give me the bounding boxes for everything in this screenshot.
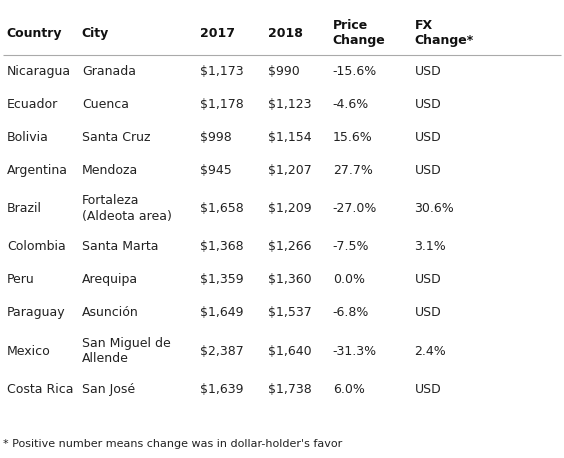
- Text: Argentina: Argentina: [7, 164, 68, 177]
- Text: USD: USD: [415, 131, 441, 144]
- Text: FX
Change*: FX Change*: [415, 19, 474, 48]
- Text: 2.4%: 2.4%: [415, 344, 446, 358]
- Text: Country: Country: [7, 27, 62, 40]
- Text: Peru: Peru: [7, 273, 34, 286]
- Text: City: City: [82, 27, 109, 40]
- Text: Brazil: Brazil: [7, 202, 42, 215]
- Text: 15.6%: 15.6%: [333, 131, 372, 144]
- Text: Price
Change: Price Change: [333, 19, 386, 48]
- Text: San José: San José: [82, 383, 135, 396]
- Text: $1,360: $1,360: [268, 273, 311, 286]
- Text: Costa Rica: Costa Rica: [7, 383, 73, 396]
- Text: USD: USD: [415, 383, 441, 396]
- Text: $1,537: $1,537: [268, 306, 312, 319]
- Text: $945: $945: [200, 164, 232, 177]
- Text: Santa Marta: Santa Marta: [82, 240, 158, 253]
- Text: Granada: Granada: [82, 65, 136, 78]
- Text: 3.1%: 3.1%: [415, 240, 446, 253]
- Text: -4.6%: -4.6%: [333, 98, 369, 111]
- Text: Santa Cruz: Santa Cruz: [82, 131, 150, 144]
- Text: $1,658: $1,658: [200, 202, 244, 215]
- Text: -7.5%: -7.5%: [333, 240, 369, 253]
- Text: $2,387: $2,387: [200, 344, 244, 358]
- Text: 2018: 2018: [268, 27, 303, 40]
- Text: $1,209: $1,209: [268, 202, 311, 215]
- Text: USD: USD: [415, 164, 441, 177]
- Text: Colombia: Colombia: [7, 240, 65, 253]
- Text: $1,738: $1,738: [268, 383, 312, 396]
- Text: $1,368: $1,368: [200, 240, 244, 253]
- Text: $1,266: $1,266: [268, 240, 311, 253]
- Text: $1,207: $1,207: [268, 164, 312, 177]
- Text: $1,178: $1,178: [200, 98, 244, 111]
- Text: $1,359: $1,359: [200, 273, 244, 286]
- Text: USD: USD: [415, 98, 441, 111]
- Text: Paraguay: Paraguay: [7, 306, 65, 319]
- Text: 0.0%: 0.0%: [333, 273, 365, 286]
- Text: 6.0%: 6.0%: [333, 383, 365, 396]
- Text: USD: USD: [415, 65, 441, 78]
- Text: * Positive number means change was in dollar-holder's favor: * Positive number means change was in do…: [3, 439, 342, 449]
- Text: Arequipa: Arequipa: [82, 273, 138, 286]
- Text: USD: USD: [415, 306, 441, 319]
- Text: Fortaleza
(Aldeota area): Fortaleza (Aldeota area): [82, 194, 171, 223]
- Text: Cuenca: Cuenca: [82, 98, 129, 111]
- Text: 27.7%: 27.7%: [333, 164, 373, 177]
- Text: $1,154: $1,154: [268, 131, 311, 144]
- Text: Ecuador: Ecuador: [7, 98, 58, 111]
- Text: $1,649: $1,649: [200, 306, 244, 319]
- Text: -27.0%: -27.0%: [333, 202, 377, 215]
- Text: Nicaragua: Nicaragua: [7, 65, 71, 78]
- Text: $1,639: $1,639: [200, 383, 244, 396]
- Text: 30.6%: 30.6%: [415, 202, 454, 215]
- Text: $1,123: $1,123: [268, 98, 311, 111]
- Text: $990: $990: [268, 65, 299, 78]
- Text: Mendoza: Mendoza: [82, 164, 138, 177]
- Text: $998: $998: [200, 131, 232, 144]
- Text: San Miguel de
Allende: San Miguel de Allende: [82, 337, 170, 365]
- Text: $1,173: $1,173: [200, 65, 244, 78]
- Text: Mexico: Mexico: [7, 344, 51, 358]
- Text: -31.3%: -31.3%: [333, 344, 377, 358]
- Text: Bolivia: Bolivia: [7, 131, 49, 144]
- Text: -15.6%: -15.6%: [333, 65, 377, 78]
- Text: -6.8%: -6.8%: [333, 306, 369, 319]
- Text: Asunción: Asunción: [82, 306, 139, 319]
- Text: $1,640: $1,640: [268, 344, 311, 358]
- Text: 2017: 2017: [200, 27, 235, 40]
- Text: USD: USD: [415, 273, 441, 286]
